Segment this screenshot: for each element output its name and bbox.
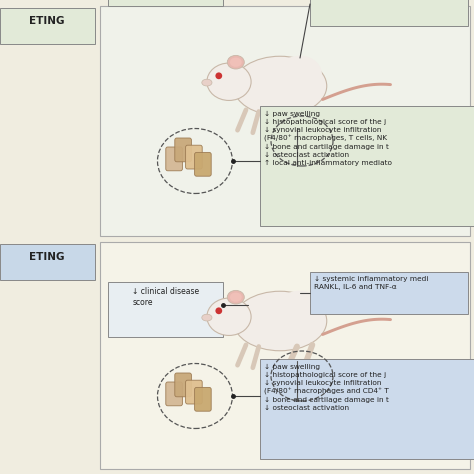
- Bar: [100, 6, 470, 236]
- FancyBboxPatch shape: [175, 373, 191, 397]
- Ellipse shape: [228, 55, 244, 69]
- Circle shape: [215, 73, 222, 79]
- FancyBboxPatch shape: [166, 147, 182, 171]
- Ellipse shape: [230, 57, 242, 67]
- Ellipse shape: [272, 291, 322, 334]
- Circle shape: [215, 308, 222, 314]
- FancyBboxPatch shape: [175, 138, 191, 162]
- FancyBboxPatch shape: [166, 382, 182, 406]
- Ellipse shape: [233, 291, 327, 351]
- FancyBboxPatch shape: [195, 387, 211, 411]
- Text: ETING: ETING: [29, 252, 65, 262]
- FancyBboxPatch shape: [186, 145, 202, 169]
- Text: ↓ systemic inflammatory medi
RANKL, IL-6 and TNF-α: ↓ systemic inflammatory medi RANKL, IL-6…: [314, 276, 428, 290]
- FancyBboxPatch shape: [186, 380, 202, 404]
- Bar: [108, 282, 223, 337]
- Ellipse shape: [207, 298, 251, 336]
- Text: ↓ paw swelling
↓ histopathological score of the j
↓ synovial leukocyte infiltrat: ↓ paw swelling ↓ histopathological score…: [264, 111, 392, 166]
- Bar: [310, 0, 468, 26]
- Ellipse shape: [202, 79, 212, 86]
- Text: ETING: ETING: [29, 16, 65, 26]
- Ellipse shape: [207, 63, 251, 100]
- Text: ↓ paw swelling
↓ histopathological score of the j
↓ synovial leukocyte infiltrat: ↓ paw swelling ↓ histopathological score…: [264, 364, 389, 411]
- Bar: [108, 0, 223, 6]
- Ellipse shape: [228, 291, 244, 304]
- Bar: [260, 359, 474, 459]
- Text: ↓ clinical disease
score: ↓ clinical disease score: [132, 287, 200, 308]
- Bar: [310, 272, 468, 314]
- Bar: [0, 244, 95, 280]
- Ellipse shape: [233, 56, 327, 116]
- FancyBboxPatch shape: [195, 153, 211, 176]
- Ellipse shape: [230, 292, 242, 302]
- Ellipse shape: [202, 314, 212, 321]
- Ellipse shape: [272, 56, 322, 99]
- Bar: [260, 106, 474, 226]
- Bar: [0, 8, 95, 44]
- Bar: [100, 242, 470, 469]
